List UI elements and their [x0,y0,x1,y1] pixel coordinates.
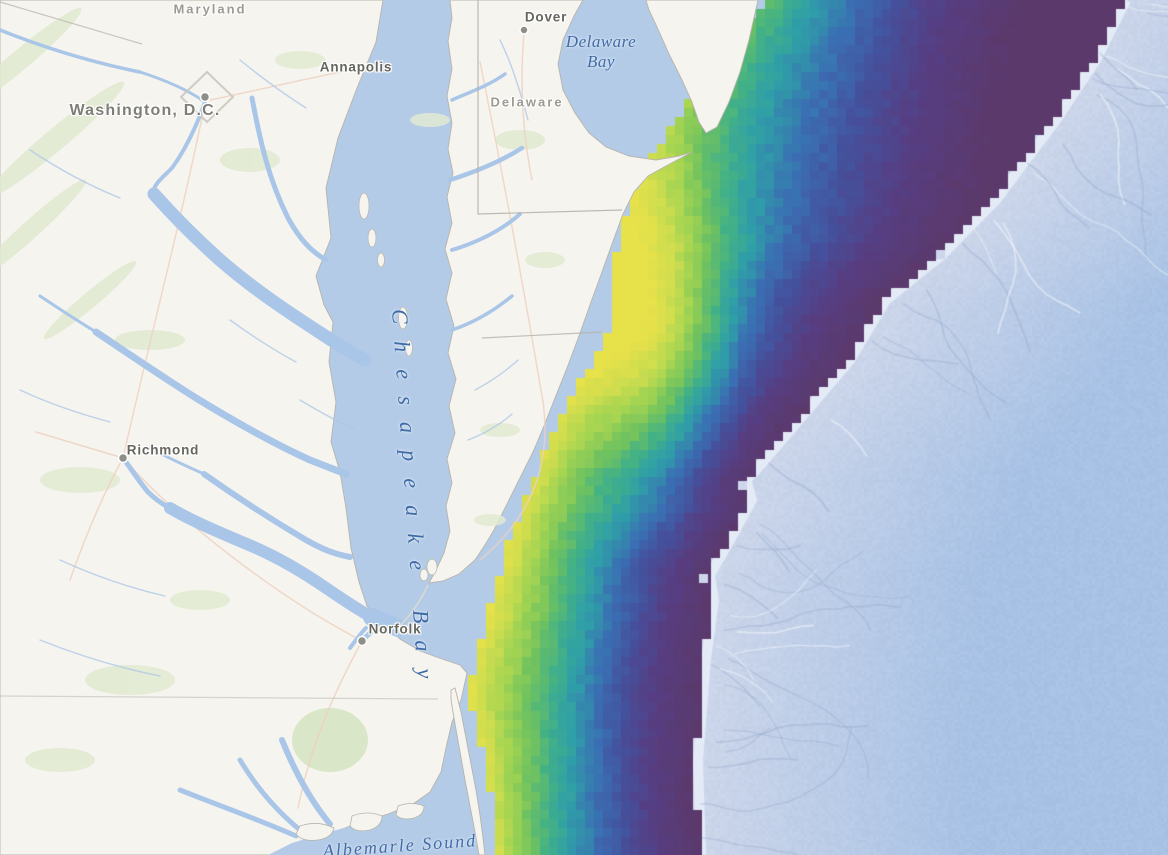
city-marker-norfolk [356,635,368,647]
land-delmarva [428,0,693,584]
dc-boundary-diamond [179,70,235,124]
bay-islands [358,192,438,582]
city-marker-washington-dc [199,91,211,103]
city-marker-richmond [117,452,129,464]
state-boundaries [0,0,623,700]
bay-bridge-tunnel [395,584,429,630]
outer-banks-barrier [450,687,486,855]
city-markers [117,25,529,647]
city-marker-dover [519,25,529,35]
dismal-swamp-patch [292,708,368,772]
land-new-jersey [645,0,759,134]
sound-peninsulas [295,803,425,841]
